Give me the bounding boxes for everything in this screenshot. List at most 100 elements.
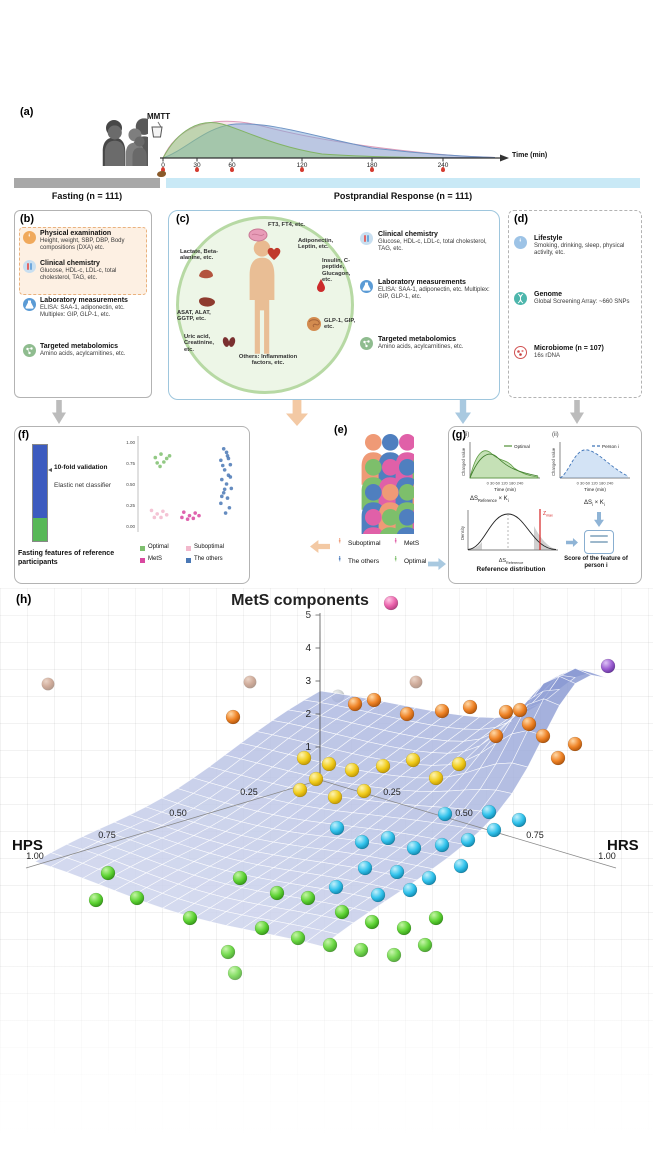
svg-text:0.25: 0.25 (240, 787, 258, 797)
svg-text:Time (min): Time (min) (584, 487, 606, 492)
panel-a-label: (a) (20, 106, 34, 118)
svg-text:1.00: 1.00 (126, 440, 135, 445)
mets-3d-surface-plot: 1 2 3 4 5 0.25 0.50 0.75 1.00 0.25 0.50 … (12, 595, 639, 981)
b-item-desc: Glucose, HDL-c, LDL-c, total cholesterol… (40, 268, 117, 281)
h-title: MetS components (231, 592, 369, 609)
postprandial-bar (166, 178, 640, 188)
svg-text:Density: Density (460, 525, 465, 540)
h-axes: 1 2 3 4 5 0.25 0.50 0.75 1.00 0.25 0.50 … (12, 610, 639, 869)
time-tick-0: 0 (161, 162, 165, 169)
panel-g-label: (g) (452, 429, 467, 441)
svg-text:3: 3 (305, 676, 311, 687)
svg-text:0.75: 0.75 (526, 830, 544, 840)
svg-text:0.50: 0.50 (169, 808, 187, 818)
arrow-c-to-e (286, 400, 308, 426)
person-icon-optimal (394, 556, 402, 569)
time-tick-30: 30 (193, 162, 201, 169)
b-item-title: Clinical chemistry (40, 260, 100, 267)
arrow-d-to-g (570, 400, 584, 424)
organ-label: Lactate, Beta-alanine, etc. (180, 249, 219, 262)
c-item-title: Targeted metabolomics (378, 336, 457, 343)
svg-text:2: 2 (305, 709, 311, 720)
panel-f-label: (f) (18, 429, 29, 441)
svg-text:Changed value: Changed value (551, 447, 556, 476)
legend-label: MetS (148, 556, 163, 562)
b-item-title: Physical examination (40, 230, 112, 237)
fecal-sample-icon (157, 171, 166, 177)
formula-reference: ΔSReference × Ki (470, 496, 509, 504)
d-item-desc: 16s rDNA (534, 353, 561, 359)
laboratory-measurements-icon (360, 280, 373, 293)
svg-text:Zmax: Zmax (543, 511, 553, 518)
svg-text:HPS: HPS (12, 837, 43, 854)
person-icon-others (338, 556, 346, 569)
sample-pin-icon (195, 167, 199, 172)
c-item-desc: ELISA: SAA-1, adiponectin, etc. Multiple… (378, 287, 490, 300)
svg-text:0.50: 0.50 (455, 808, 473, 818)
kidney-icon (222, 337, 236, 347)
svg-text:1: 1 (305, 742, 311, 753)
postprandial-label: Postprandial Response (n = 111) (333, 191, 473, 201)
legend-label: Optimal (148, 544, 169, 550)
muscle-icon (199, 269, 213, 279)
feature-selection-bar (32, 444, 48, 542)
mmtt-label: MMTT (147, 112, 171, 121)
svg-text:Person i: Person i (602, 444, 619, 449)
legend-label: Suboptimal (348, 540, 381, 547)
legend-label: Suboptimal (194, 544, 225, 550)
svg-text:0 30 60 120 180 240: 0 30 60 120 180 240 (577, 481, 614, 486)
organ-label: Insulin, C-peptide, Glucagon, etc. (322, 258, 351, 284)
legend-swatch (186, 546, 191, 551)
svg-text:Changed value: Changed value (461, 447, 466, 476)
f-note-1: 10-fold validation (54, 464, 108, 471)
reference-distribution-plot: Zmax Density (460, 509, 558, 551)
lifestyle-icon (514, 236, 527, 249)
participant-grid (344, 434, 414, 534)
d-item-desc: Smoking, drinking, sleep, physical activ… (534, 243, 625, 256)
legend-label: Optimal (404, 558, 427, 565)
heart-icon (267, 247, 281, 260)
microbiome-icon (514, 346, 527, 359)
legend-label: The others (348, 558, 380, 565)
b-item-title: Laboratory measurements (40, 297, 128, 304)
d-item-desc: Global Screening Array: ~660 SNPs (534, 299, 630, 305)
blood-drop-icon (317, 279, 325, 292)
svg-text:0.00: 0.00 (126, 524, 135, 529)
population-silhouettes-icon (12, 116, 148, 166)
b-item-desc: Amino acids, acylcarnitines, etc. (40, 351, 126, 357)
panel-d-label: (d) (514, 213, 529, 225)
score-line (590, 535, 608, 537)
arrow-e-to-g (428, 558, 446, 570)
time-tick-180: 180 (366, 162, 378, 169)
svg-text:0.25: 0.25 (383, 787, 401, 797)
arrow-formula-to-score (594, 512, 604, 527)
person-response-chart: Person i Changed value 0 30 60 120 180 2… (551, 442, 630, 492)
mmtt-drink-icon (151, 121, 163, 138)
svg-text:0.75: 0.75 (126, 461, 135, 466)
clinical-chemistry-icon (23, 260, 36, 273)
time-tick-240: 240 (437, 162, 449, 169)
svg-text:1.00: 1.00 (598, 851, 616, 861)
c-item-title: Clinical chemistry (378, 231, 438, 238)
svg-text:Optimal: Optimal (514, 444, 530, 449)
laboratory-measurements-icon (23, 298, 36, 311)
reference-scatter-plot: 1.00 0.75 0.50 0.25 0.00 (126, 436, 234, 532)
c-item-title: Laboratory measurements (378, 279, 466, 286)
formula-person: ΔSi × Ki (584, 500, 605, 508)
liver-icon (199, 297, 215, 307)
f-note-2: Elastic net classifier (54, 482, 112, 489)
organ-label: Others: Inflammation factors, etc. (238, 354, 298, 367)
panel-h-label: (h) (16, 592, 32, 606)
organ-label: Uric acid, Creatinine, etc. (184, 334, 214, 353)
person-icon-mets (394, 538, 402, 551)
svg-text:1.00: 1.00 (26, 851, 44, 861)
optimal-response-chart: Optimal Changed value 0 30 60 120 180 24… (461, 442, 540, 492)
arrow-to-bar-icon (48, 468, 52, 472)
c-item-desc: Amino acids, acylcarnitines, etc. (378, 344, 464, 350)
svg-text:0 30 60 120 180 240: 0 30 60 120 180 240 (487, 481, 524, 486)
physical-examination-icon (23, 231, 36, 244)
fasting-highlight-box (19, 227, 147, 295)
time-axis-label: Time (min) (512, 152, 548, 159)
score-caption: Score of the feature of person i (564, 556, 628, 569)
